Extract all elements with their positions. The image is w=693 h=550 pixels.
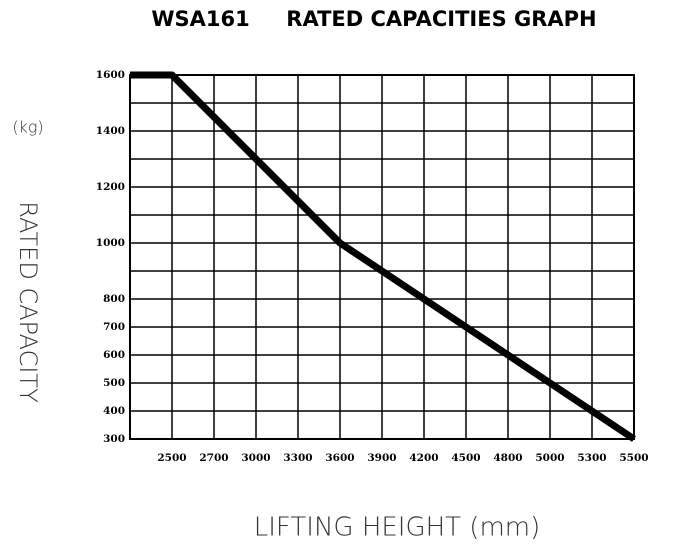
y-tick-label: 500 [103, 377, 125, 389]
x-tick-label: 5300 [577, 452, 606, 464]
x-tick-label: 3300 [283, 452, 312, 464]
x-tick-label: 5000 [535, 452, 564, 464]
y-tick-label: 700 [103, 321, 125, 333]
x-tick-label: 5500 [619, 452, 648, 464]
y-tick-label: 1400 [96, 125, 125, 137]
y-tick-label: 400 [103, 405, 125, 417]
x-tick-label: 2700 [199, 452, 228, 464]
plot-border [129, 74, 635, 440]
y-tick-label: 1600 [96, 69, 125, 81]
x-tick-label: 3600 [325, 452, 354, 464]
y-tick-label: 600 [103, 349, 125, 361]
x-tick-label: 4500 [451, 452, 480, 464]
y-tick-label: 800 [103, 293, 125, 305]
y-tick-label: 1000 [96, 237, 125, 249]
data-line [130, 71, 636, 442]
x-axis-title: LIFTING HEIGHT (mm) [254, 513, 541, 543]
x-tick-label: 3000 [241, 452, 270, 464]
chart-title: WSA161 RATED CAPACITIES GRAPH [151, 7, 596, 31]
x-tick-label: 4200 [409, 452, 438, 464]
x-tick-label: 3900 [367, 452, 396, 464]
x-tick-label: 2500 [157, 452, 186, 464]
x-tick-label: 4800 [493, 452, 522, 464]
y-tick-label: 300 [103, 433, 125, 445]
y-unit: (kg) [12, 118, 43, 137]
y-axis-title: RATED CAPACITY [14, 201, 42, 403]
y-tick-label: 1200 [96, 181, 125, 193]
